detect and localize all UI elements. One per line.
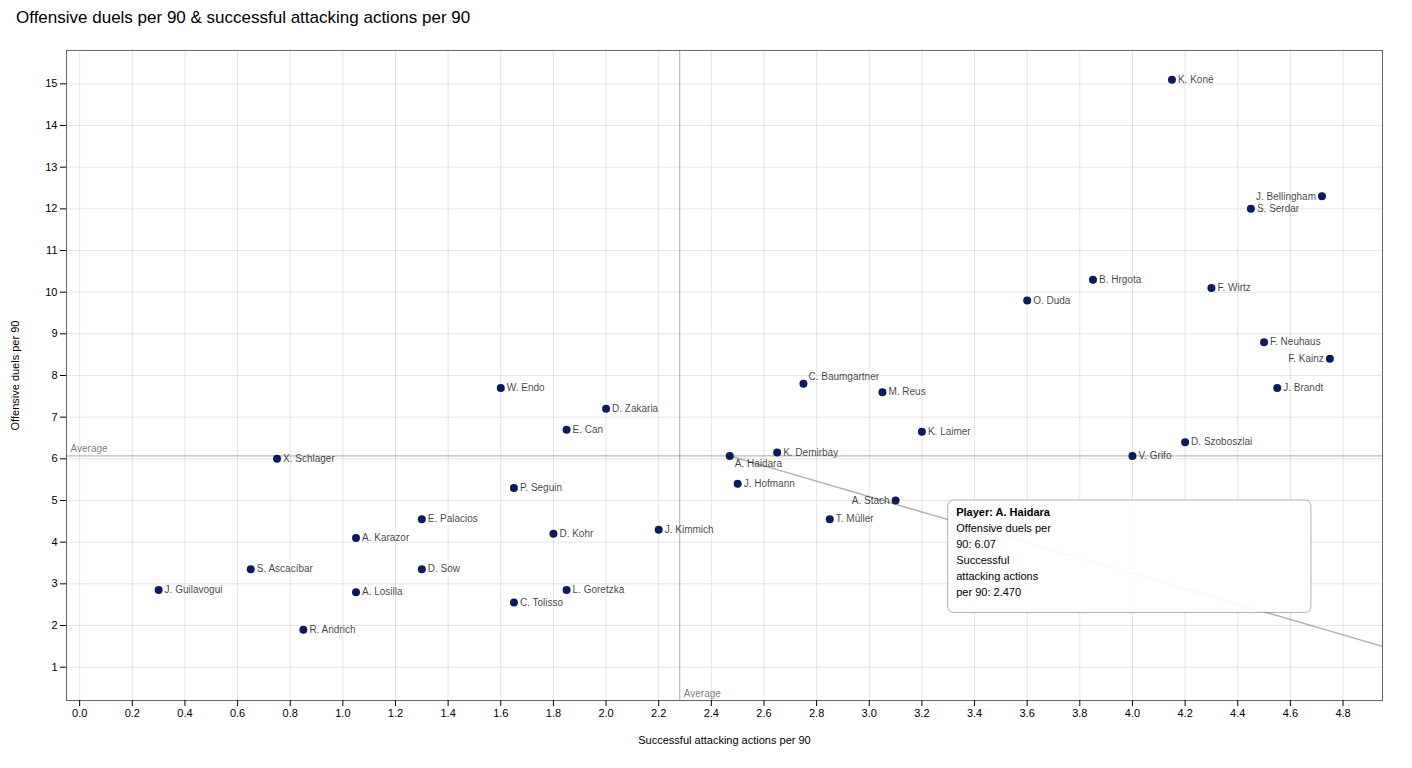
svg-text:A. Haidara: A. Haidara <box>735 458 783 469</box>
svg-text:3.0: 3.0 <box>862 707 877 719</box>
svg-text:D. Kohr: D. Kohr <box>559 528 594 539</box>
svg-text:3.4: 3.4 <box>967 707 982 719</box>
svg-text:0.2: 0.2 <box>125 707 140 719</box>
svg-text:W. Endo: W. Endo <box>507 382 545 393</box>
svg-text:2.8: 2.8 <box>809 707 824 719</box>
svg-text:Average: Average <box>71 443 109 454</box>
svg-text:M. Reus: M. Reus <box>888 386 925 397</box>
svg-text:9: 9 <box>51 327 57 339</box>
svg-text:D. Sow: D. Sow <box>428 563 461 574</box>
svg-text:J. Bellingham: J. Bellingham <box>1256 191 1316 202</box>
svg-text:3.2: 3.2 <box>914 707 929 719</box>
svg-text:4.2: 4.2 <box>1177 707 1192 719</box>
svg-text:15: 15 <box>45 77 57 89</box>
svg-text:Offensive duels per: Offensive duels per <box>956 522 1051 534</box>
svg-text:P. Seguin: P. Seguin <box>520 482 562 493</box>
svg-text:C. Baumgartner: C. Baumgartner <box>808 371 879 382</box>
svg-text:13: 13 <box>45 161 57 173</box>
svg-text:5: 5 <box>51 494 57 506</box>
svg-text:2.2: 2.2 <box>651 707 666 719</box>
svg-text:1: 1 <box>51 661 57 673</box>
svg-text:F. Neuhaus: F. Neuhaus <box>1270 336 1321 347</box>
svg-text:Offensive duels per 90: Offensive duels per 90 <box>9 321 21 431</box>
svg-text:J. Kimmich: J. Kimmich <box>665 524 714 535</box>
svg-text:D. Zakaria: D. Zakaria <box>612 403 659 414</box>
svg-text:0.0: 0.0 <box>72 707 87 719</box>
svg-text:S. Ascacíbar: S. Ascacíbar <box>257 563 314 574</box>
svg-text:F. Wirtz: F. Wirtz <box>1217 282 1250 293</box>
svg-text:2.0: 2.0 <box>598 707 613 719</box>
svg-text:A. Losilla: A. Losilla <box>362 586 403 597</box>
svg-text:2.4: 2.4 <box>704 707 719 719</box>
svg-text:B. Hrgota: B. Hrgota <box>1099 274 1142 285</box>
svg-text:14: 14 <box>45 119 57 131</box>
svg-text:11: 11 <box>46 244 57 256</box>
svg-text:4: 4 <box>51 536 57 548</box>
svg-text:4.0: 4.0 <box>1125 707 1140 719</box>
svg-text:E. Can: E. Can <box>573 424 604 435</box>
svg-text:Player: A. Haidara: Player: A. Haidara <box>956 506 1051 518</box>
svg-text:S. Serdar: S. Serdar <box>1257 203 1300 214</box>
svg-text:E. Palacios: E. Palacios <box>428 513 478 524</box>
svg-text:attacking actions: attacking actions <box>956 570 1038 582</box>
svg-text:Successful: Successful <box>956 554 1009 566</box>
svg-text:0.8: 0.8 <box>283 707 298 719</box>
svg-text:K. Laimer: K. Laimer <box>928 426 971 437</box>
svg-text:10: 10 <box>45 286 57 298</box>
html-text:Offensive duels per 90 & succe: Offensive duels per 90 & successful atta… <box>16 8 471 27</box>
svg-text:Successful attacking actions p: Successful attacking actions per 90 <box>638 734 810 746</box>
svg-text:O. Duda: O. Duda <box>1033 295 1071 306</box>
svg-text:V. Grifo: V. Grifo <box>1138 450 1171 461</box>
svg-text:R. Andrich: R. Andrich <box>309 624 355 635</box>
svg-text:J. Brandt: J. Brandt <box>1283 382 1323 393</box>
svg-text:3.8: 3.8 <box>1072 707 1087 719</box>
svg-text:X. Schlager: X. Schlager <box>283 453 335 464</box>
svg-text:1.2: 1.2 <box>388 707 403 719</box>
svg-text:K. Koné: K. Koné <box>1178 74 1214 85</box>
svg-text:3.6: 3.6 <box>1020 707 1035 719</box>
svg-text:7: 7 <box>51 411 57 423</box>
svg-text:8: 8 <box>51 369 57 381</box>
svg-text:C. Tolisso: C. Tolisso <box>520 597 564 608</box>
svg-text:2: 2 <box>51 619 57 631</box>
svg-text:1.6: 1.6 <box>493 707 508 719</box>
svg-text:Average: Average <box>684 688 722 699</box>
svg-text:J. Hofmann: J. Hofmann <box>744 478 795 489</box>
svg-text:F. Kainz: F. Kainz <box>1288 353 1324 364</box>
svg-text:3: 3 <box>51 577 57 589</box>
svg-text:L. Goretzka: L. Goretzka <box>573 584 625 595</box>
svg-text:90: 6.07: 90: 6.07 <box>956 538 996 550</box>
svg-text:1.0: 1.0 <box>335 707 350 719</box>
svg-text:2.6: 2.6 <box>756 707 771 719</box>
svg-text:per 90: 2.470: per 90: 2.470 <box>956 586 1021 598</box>
svg-text:6: 6 <box>51 452 57 464</box>
svg-text:4.6: 4.6 <box>1283 707 1298 719</box>
svg-text:12: 12 <box>45 202 57 214</box>
svg-text:4.8: 4.8 <box>1335 707 1350 719</box>
svg-text:D. Szoboszlai: D. Szoboszlai <box>1191 436 1252 447</box>
svg-text:K. Demirbay: K. Demirbay <box>783 447 838 458</box>
svg-text:T. Müller: T. Müller <box>836 513 874 524</box>
svg-text:0.4: 0.4 <box>177 707 192 719</box>
svg-text:J. Guilavogui: J. Guilavogui <box>165 584 223 595</box>
svg-text:A. Karazor: A. Karazor <box>362 532 410 543</box>
svg-text:A. Stach: A. Stach <box>852 495 890 506</box>
svg-text:1.4: 1.4 <box>440 707 455 719</box>
svg-text:4.4: 4.4 <box>1230 707 1245 719</box>
svg-text:1.8: 1.8 <box>546 707 561 719</box>
svg-text:0.6: 0.6 <box>230 707 245 719</box>
